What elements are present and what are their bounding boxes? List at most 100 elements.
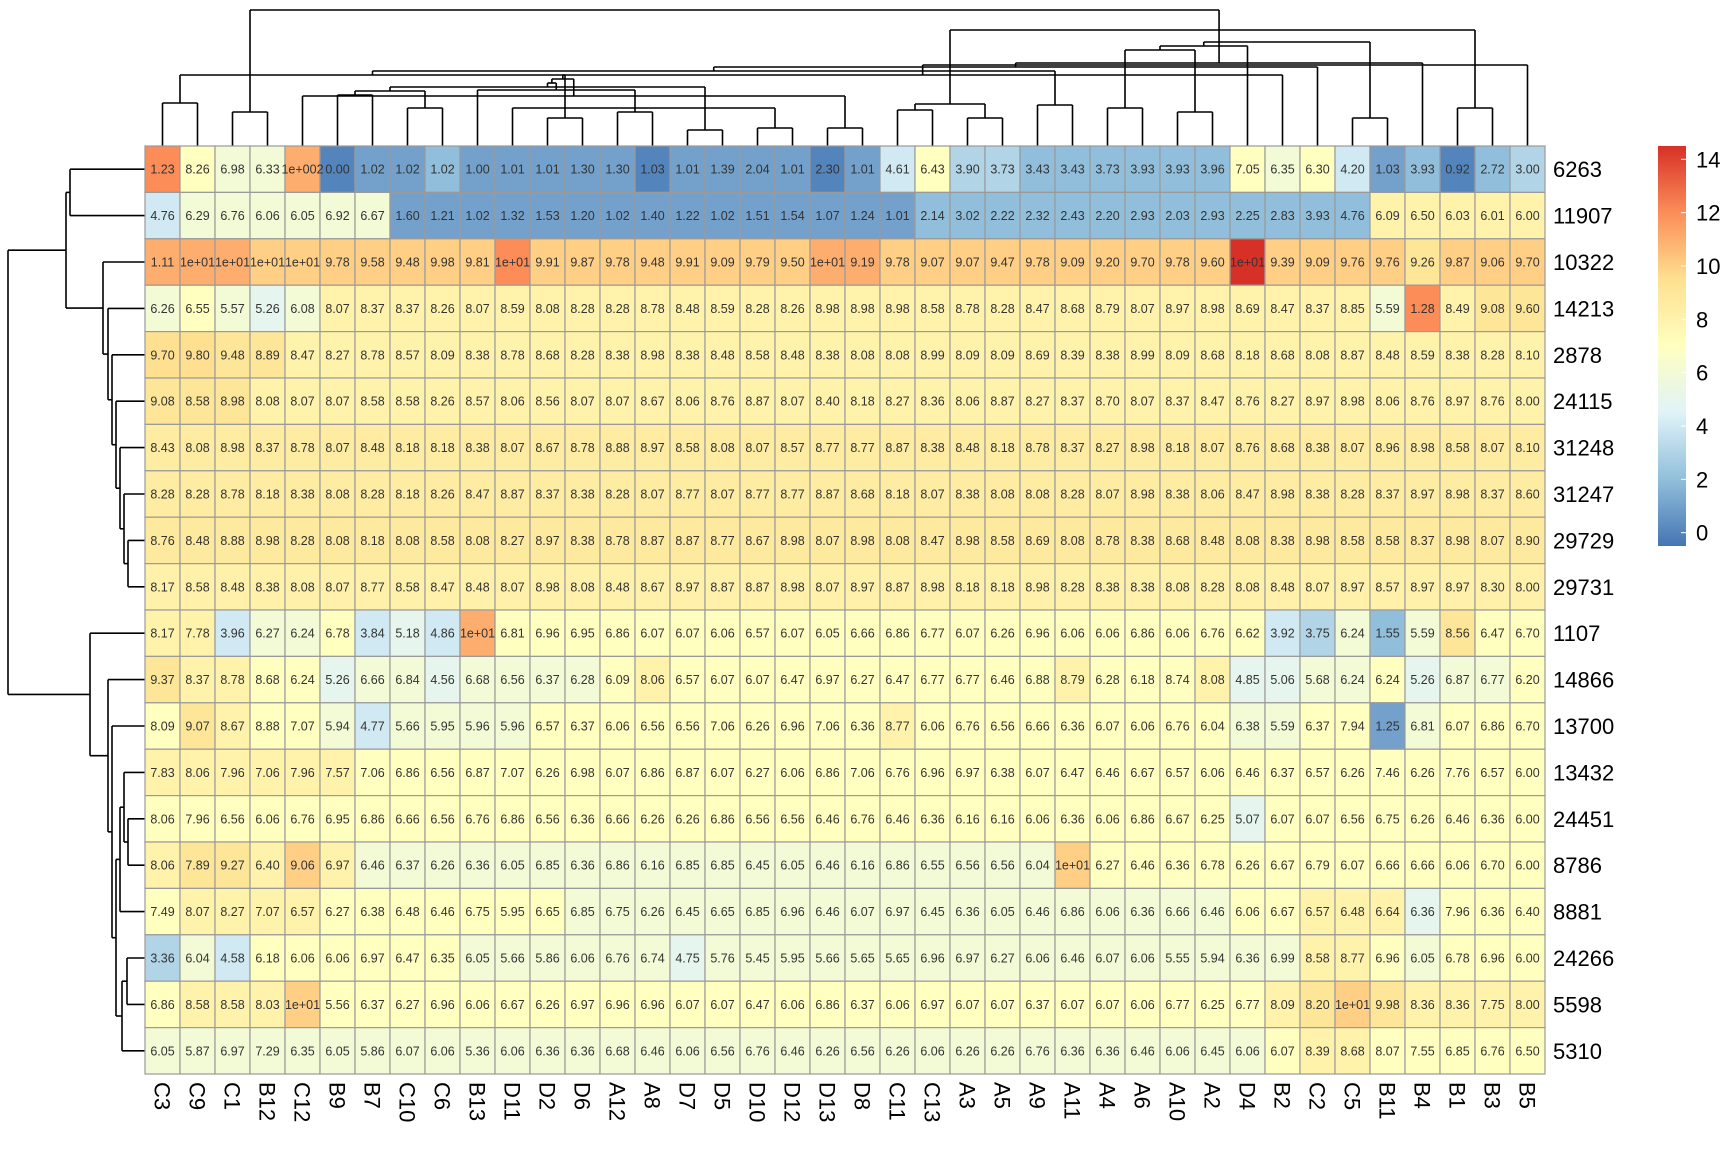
heatmap-cell <box>179 609 216 658</box>
cell-value-label: 6.30 <box>1305 163 1329 177</box>
heatmap-cell <box>1474 423 1511 472</box>
heatmap-cell <box>1124 377 1161 426</box>
cell-value-label: 6.68 <box>465 673 489 687</box>
heatmap-cell <box>1229 655 1266 704</box>
cell-value-label: 8.07 <box>1130 302 1154 316</box>
heatmap-cell <box>1509 702 1546 750</box>
cell-value-label: 6.97 <box>570 998 594 1012</box>
cell-value-label: 8.56 <box>1445 627 1469 641</box>
heatmap-cell <box>1474 609 1511 658</box>
cell-value-label: 6.87 <box>1445 673 1469 687</box>
cell-value-label: 6.96 <box>920 766 944 780</box>
heatmap-cell <box>1299 516 1336 565</box>
heatmap-cell <box>1054 655 1091 704</box>
cell-value-label: 9.19 <box>850 256 874 270</box>
heatmap-cell <box>564 748 601 797</box>
cell-value-label: 6.29 <box>185 209 209 223</box>
heatmap-cell <box>1264 238 1301 286</box>
cell-value-label: 8.07 <box>1375 1044 1399 1058</box>
heatmap-cell <box>599 841 636 890</box>
cell-value-label: 6.07 <box>710 673 734 687</box>
heatmap-cell <box>774 284 811 333</box>
cell-value-label: 6.46 <box>990 673 1014 687</box>
cell-value-label: 6.06 <box>1165 627 1189 641</box>
cell-value-label: 6.92 <box>325 209 349 223</box>
heatmap-cell <box>1194 748 1231 797</box>
heatmap-cell <box>1019 470 1056 518</box>
cell-value-label: 6.07 <box>1095 998 1119 1012</box>
cell-value-label: 6.06 <box>1445 859 1469 873</box>
cell-value-label: 6.36 <box>1480 905 1504 919</box>
cell-value-label: 6.56 <box>640 720 664 734</box>
cell-value-label: 6.96 <box>640 998 664 1012</box>
cell-value-label: 8.18 <box>990 580 1014 594</box>
cell-value-label: 6.95 <box>570 627 594 641</box>
cell-value-label: 6.67 <box>1270 905 1294 919</box>
cell-value-label: 8.67 <box>535 441 559 455</box>
heatmap-cell <box>774 516 811 565</box>
cell-value-label: 8.76 <box>1410 395 1434 409</box>
heatmap-cell <box>704 331 741 379</box>
heatmap-cell <box>1264 934 1301 982</box>
heatmap-cell <box>1404 284 1441 333</box>
cell-value-label: 7.96 <box>185 812 209 826</box>
heatmap-cell <box>319 1026 356 1075</box>
cell-value-label: 8.98 <box>1305 534 1329 548</box>
cell-value-label: 8.67 <box>220 720 244 734</box>
heatmap-cell <box>599 516 636 565</box>
heatmap-cell <box>1229 562 1266 611</box>
cell-value-label: 1.02 <box>710 209 734 223</box>
cell-value-label: 8.98 <box>815 302 839 316</box>
cell-value-label: 9.47 <box>990 256 1014 270</box>
cell-value-label: 8.07 <box>185 905 209 919</box>
cell-value-label: 5.59 <box>1270 720 1294 734</box>
cell-value-label: 1.01 <box>780 163 804 177</box>
heatmap-cell <box>1124 516 1161 565</box>
cell-value-label: 8.38 <box>815 348 839 362</box>
cell-value-label: 6.57 <box>1305 905 1329 919</box>
cell-value-label: 9.09 <box>1060 256 1084 270</box>
column-label: A3 <box>955 1082 980 1109</box>
heatmap-cell <box>634 238 671 286</box>
cell-value-label: 6.57 <box>290 905 314 919</box>
heatmap-cell <box>214 562 251 611</box>
cell-value-label: 4.61 <box>885 163 909 177</box>
cell-value-label: 7.96 <box>290 766 314 780</box>
cell-value-label: 6.85 <box>675 859 699 873</box>
heatmap-cell <box>809 609 846 658</box>
cell-value-label: 8.07 <box>1130 395 1154 409</box>
cell-value-label: 8.06 <box>675 395 699 409</box>
heatmap-cell <box>984 841 1021 890</box>
column-label: D6 <box>570 1082 595 1110</box>
heatmap-cell <box>214 980 251 1029</box>
heatmap-cell <box>1509 887 1546 936</box>
heatmap-cell <box>144 841 181 890</box>
cell-value-label: 8.08 <box>535 302 559 316</box>
heatmap-cell <box>879 1026 916 1075</box>
cell-value-label: 9.70 <box>1130 256 1154 270</box>
cell-value-label: 6.47 <box>1060 766 1084 780</box>
cell-value-label: 6.81 <box>500 627 524 641</box>
heatmap-cell <box>844 191 881 240</box>
cell-value-label: 1.00 <box>465 163 489 177</box>
heatmap-cell <box>424 284 461 333</box>
cell-value-label: 6.06 <box>885 998 909 1012</box>
cell-value-label: 8.58 <box>1340 534 1364 548</box>
heatmap-cell <box>1299 191 1336 240</box>
cell-value-label: 6.36 <box>1060 812 1084 826</box>
heatmap-cell <box>1509 470 1546 518</box>
cell-value-label: 8.68 <box>1060 302 1084 316</box>
cell-value-label: 6.09 <box>605 673 629 687</box>
heatmap-cell <box>984 980 1021 1029</box>
heatmap-cell <box>1334 655 1371 704</box>
cell-value-label: 6.25 <box>1200 998 1224 1012</box>
row-labels: 6263 11907 10322 14213 2878 24115 31248 31247 29… <box>1553 157 1614 1064</box>
heatmap-cell <box>669 145 706 194</box>
heatmap-cell <box>1439 516 1476 565</box>
cell-value-label: 4.76 <box>1340 209 1364 223</box>
cell-value-label: 8.28 <box>605 302 629 316</box>
cell-value-label: 6.06 <box>1095 627 1119 641</box>
cell-value-label: 8.07 <box>605 395 629 409</box>
heatmap-cell <box>914 516 951 565</box>
